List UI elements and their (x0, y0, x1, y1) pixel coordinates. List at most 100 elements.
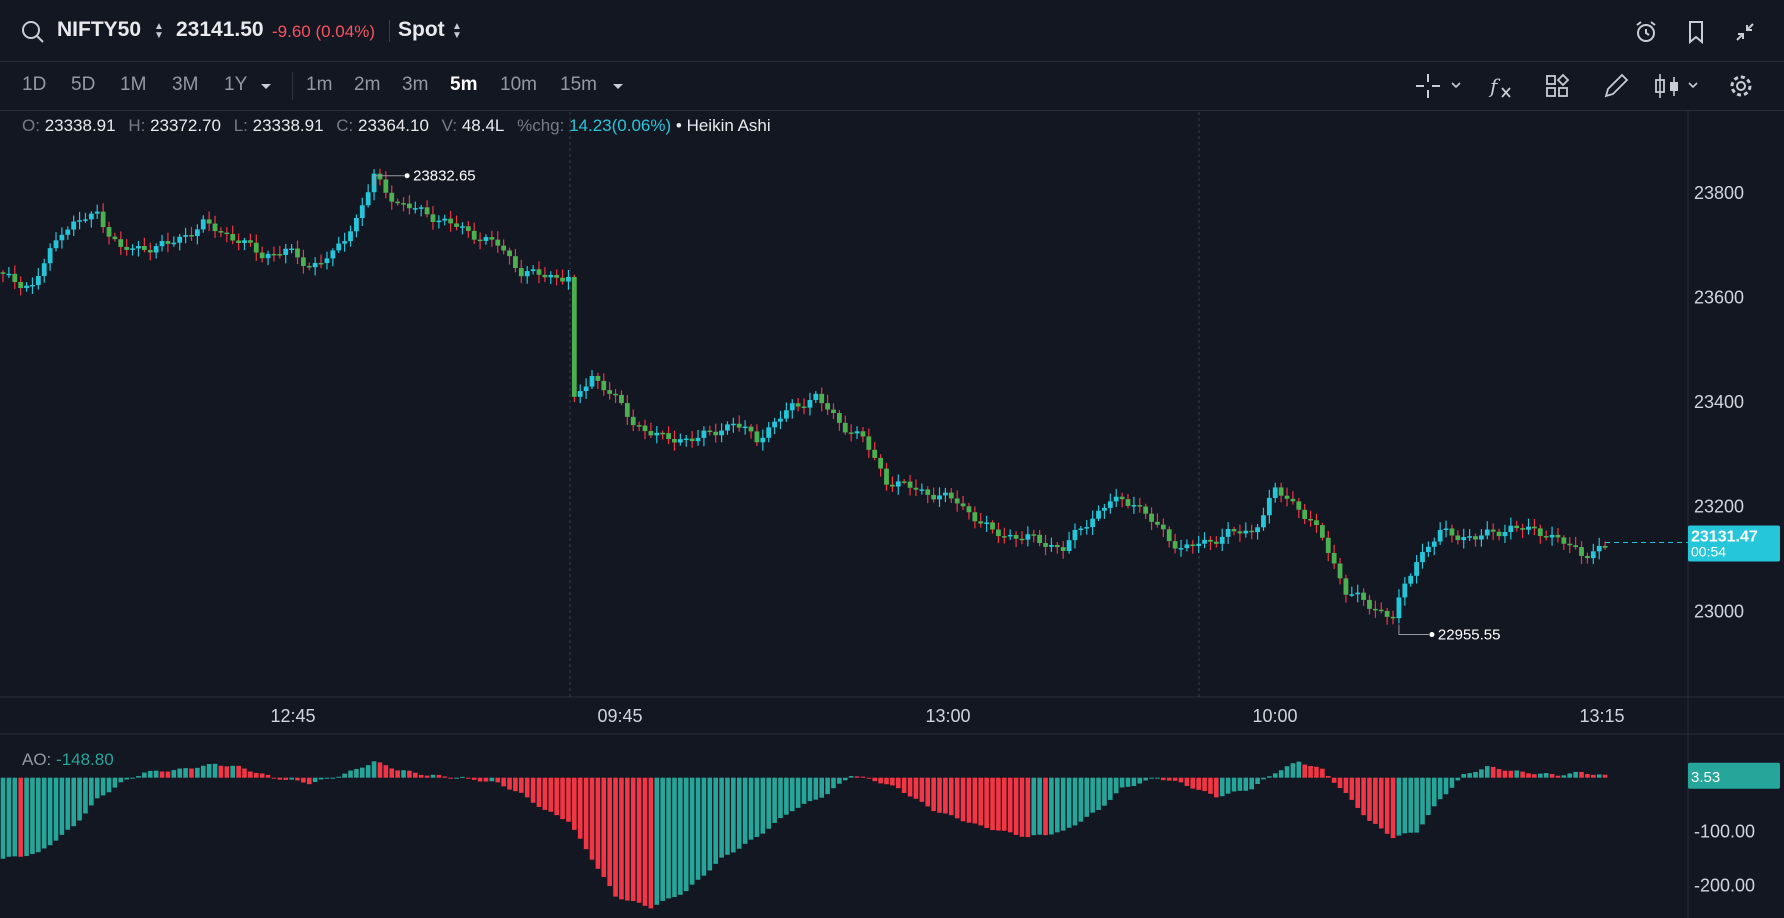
chart-type-icon[interactable] (1654, 72, 1702, 100)
ao-bar (418, 774, 424, 778)
candle-body (960, 503, 966, 507)
range-1d[interactable]: 1D (22, 74, 47, 95)
candle-body (1573, 545, 1579, 548)
search-icon[interactable] (20, 19, 46, 45)
candle-body (383, 179, 389, 193)
candle-body (1296, 501, 1302, 510)
range-3m[interactable]: 3M (172, 74, 199, 95)
templates-icon[interactable] (1544, 72, 1572, 100)
ao-bar (1367, 777, 1372, 821)
ao-bar (77, 777, 82, 821)
ao-bar (636, 777, 642, 903)
ao-bar (778, 777, 783, 819)
bookmark-icon[interactable] (1684, 19, 1708, 45)
ao-bar (895, 777, 901, 789)
candles (0, 168, 1608, 625)
ao-bar (242, 768, 247, 778)
candle-body (1520, 528, 1526, 530)
ao-bar (218, 765, 224, 778)
candle-body (831, 409, 836, 414)
candle-body (371, 173, 377, 193)
ao-bar (212, 763, 218, 778)
candle-body (147, 249, 153, 253)
interval-10m[interactable]: 10m (500, 74, 537, 95)
ao-bar (1402, 777, 1408, 834)
interval-3m[interactable]: 3m (402, 74, 429, 95)
ao-bar (147, 770, 153, 778)
ao-bar (1567, 773, 1573, 778)
candle-body (112, 236, 118, 240)
symbol-name[interactable]: NIFTY50 (57, 18, 142, 41)
candle-body (460, 226, 465, 228)
candle-body (389, 192, 395, 202)
interval-5m[interactable]: 5m (450, 74, 478, 95)
ao-bar (359, 767, 365, 778)
indicator-fx-icon[interactable]: f (1488, 72, 1516, 100)
candle-body (1019, 538, 1025, 541)
candle-body (937, 495, 942, 500)
ao-bar (1143, 777, 1148, 781)
candle-body (30, 284, 35, 287)
candle-body (825, 403, 830, 410)
ao-bar (831, 777, 836, 789)
interval-dropdown-icon[interactable] (612, 83, 624, 91)
ao-bar (1561, 775, 1567, 778)
ao-bar (837, 777, 842, 784)
settings-icon[interactable] (1727, 72, 1755, 100)
crosshair-icon[interactable] (1414, 72, 1464, 100)
range-1y[interactable]: 1Y (224, 74, 248, 95)
candle-body (848, 432, 854, 434)
ao-bar (1443, 777, 1449, 795)
ao-bar (1426, 777, 1431, 816)
candle-body (1149, 513, 1154, 522)
candle-body (518, 268, 524, 277)
range-1m[interactable]: 1M (120, 74, 147, 95)
ao-bar (100, 777, 106, 796)
candle-body (489, 237, 495, 240)
ao-bar (725, 777, 730, 855)
ao-bar (466, 777, 471, 779)
symbol-switch-icon[interactable]: ▲ ▼ (154, 21, 164, 41)
candle-body (589, 375, 595, 387)
candle-body (813, 393, 819, 400)
interval-2m[interactable]: 2m (354, 74, 381, 95)
candle-body (1414, 562, 1419, 576)
ao-bar (890, 777, 895, 786)
interval-15m[interactable]: 15m (560, 74, 597, 95)
candle-body (277, 254, 283, 256)
candle-body (1255, 527, 1260, 533)
candle-body (1054, 544, 1060, 548)
range-dropdown-icon[interactable] (260, 83, 272, 91)
interval-1m[interactable]: 1m (306, 74, 333, 95)
alarm-clock-icon[interactable] (1633, 19, 1659, 45)
ao-bar (548, 777, 554, 812)
ao-bar (1231, 777, 1237, 792)
candle-body (1119, 496, 1125, 500)
candle-body (554, 274, 560, 278)
collapse-icon[interactable] (1733, 20, 1757, 44)
candle-body (630, 416, 636, 426)
candle-body (183, 235, 188, 237)
candle-body (1372, 608, 1378, 611)
ao-bar (524, 777, 530, 798)
ao-bar (530, 777, 536, 803)
ao-bar (1208, 777, 1213, 794)
open-label: O: (22, 116, 40, 135)
ao-bar (489, 777, 495, 782)
ao-bar (1520, 771, 1525, 778)
market-switch-icon[interactable]: ▲ ▼ (452, 21, 462, 41)
range-5d[interactable]: 5D (71, 74, 96, 95)
candle-body (136, 245, 141, 249)
candle-body (1425, 546, 1431, 553)
candle-body (330, 250, 336, 259)
draw-icon[interactable] (1602, 72, 1630, 100)
market-selector[interactable]: Spot (398, 18, 445, 41)
ao-bar (142, 772, 147, 778)
candle-body (18, 282, 24, 289)
ao-bar (1237, 777, 1243, 791)
candle-body (1231, 529, 1237, 532)
candle-body (1196, 543, 1202, 547)
ao-bar (595, 777, 601, 869)
candle-body (766, 427, 772, 438)
